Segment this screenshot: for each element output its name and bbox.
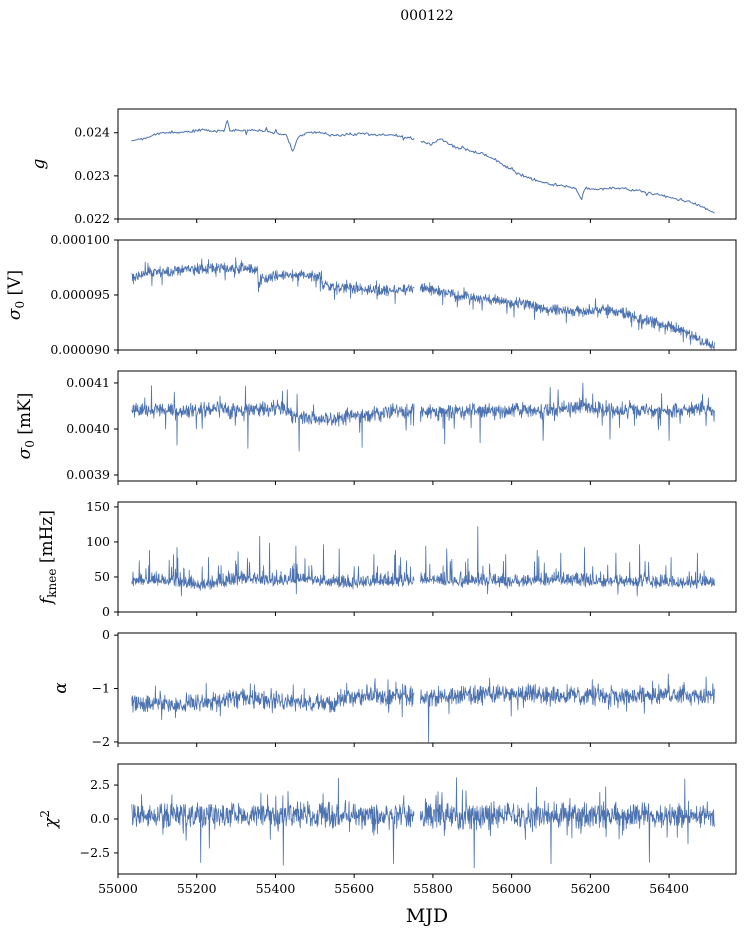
data-series-alpha — [131, 673, 715, 743]
data-series-f_knee — [131, 526, 715, 597]
x-tick-label: 56400 — [649, 881, 689, 896]
y-tick-label: 0.0 — [90, 811, 110, 826]
x-tick-label: 55000 — [98, 881, 138, 896]
panel-frame — [117, 501, 737, 613]
panel-frame — [117, 370, 737, 482]
y-axis-label: σ0 [mK] — [15, 393, 37, 460]
y-tick-label: 0 — [102, 604, 110, 619]
y-tick-label: −2.5 — [80, 845, 110, 860]
y-tick-label: 0.023 — [74, 168, 110, 183]
y-tick-label: 0.000090 — [50, 342, 110, 357]
y-axis-label: g — [29, 158, 49, 169]
y-tick-label: 100 — [86, 534, 110, 549]
x-axis-label: MJD — [405, 905, 449, 927]
panel-frame — [117, 239, 737, 351]
panel-frame — [117, 632, 737, 744]
y-tick-label: 0 — [102, 627, 110, 642]
panel-g: 0.022 0.023 0.024 g — [29, 108, 737, 226]
panel-sigma0_V: 0.000090 0.000095 0.000100 σ0 [V] — [5, 232, 737, 357]
y-tick-label: 0.024 — [74, 125, 110, 140]
y-tick-label: 0.0039 — [66, 467, 110, 482]
y-axis-label: σ0 [V] — [5, 270, 27, 320]
data-series-sigma0_mK — [131, 382, 715, 452]
data-series-sigma0_V — [131, 257, 715, 350]
x-tick-label: 55800 — [413, 881, 453, 896]
y-tick-label: −1 — [92, 681, 110, 696]
y-tick-label: 150 — [86, 499, 110, 514]
y-tick-label: 0.0040 — [66, 421, 110, 436]
data-series-g — [131, 120, 715, 214]
panel-frame — [117, 108, 737, 220]
y-axis-label: χ2 — [38, 810, 61, 829]
x-tick-label: 55200 — [177, 881, 217, 896]
y-tick-label: 0.0041 — [66, 375, 110, 390]
figure-title: 000122 — [400, 8, 454, 24]
y-tick-label: 0.022 — [74, 211, 110, 226]
panel-frame — [117, 763, 737, 875]
x-tick-label: 55400 — [256, 881, 296, 896]
panel-alpha: −2 −1 0 α — [51, 627, 737, 749]
data-series-chi2 — [131, 777, 715, 869]
x-tick-label: 55600 — [334, 881, 374, 896]
y-tick-label: −2 — [92, 734, 110, 749]
x-tick-label: 56200 — [570, 881, 610, 896]
y-tick-label: 50 — [94, 569, 110, 584]
panel-sigma0_mK: 0.0039 0.0040 0.0041 σ0 [mK] — [15, 370, 737, 485]
x-tick-label: 56000 — [492, 881, 532, 896]
panel-chi2: −2.5 0.0 2.5 55000 55200 55400 55600 55800 56000… — [38, 763, 737, 896]
y-tick-label: 2.5 — [90, 777, 110, 792]
y-tick-label: 0.000095 — [50, 287, 110, 302]
panel-f_knee: 0 50 100 150 fknee [mHz] — [37, 499, 737, 619]
y-tick-label: 0.000100 — [50, 232, 110, 247]
y-axis-label: α — [51, 682, 71, 694]
y-axis-label: fknee [mHz] — [37, 510, 59, 606]
